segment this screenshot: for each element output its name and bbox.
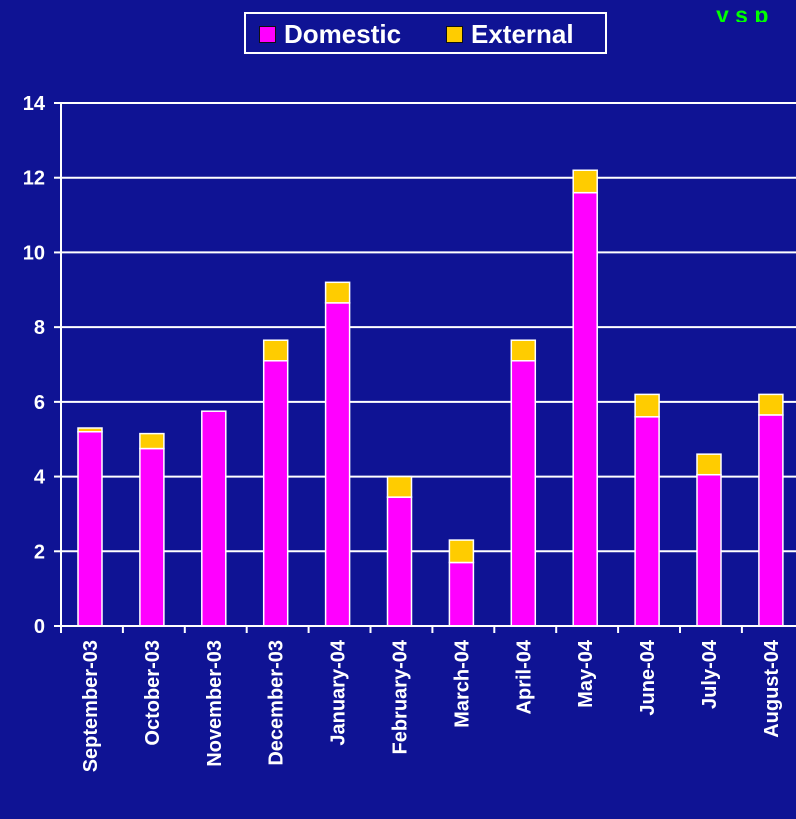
x-tick-label-september-03: September-03 (80, 640, 102, 772)
legend-item-domestic: Domestic (259, 21, 401, 47)
y-tick-label-6: 6 (34, 392, 45, 414)
plot-background (61, 103, 796, 626)
x-tick-label-january-04: January-04 (328, 639, 350, 745)
x-tick-label-december-03: December-03 (266, 640, 288, 766)
x-tick-label-october-03: October-03 (142, 640, 164, 746)
y-tick-label-2: 2 (34, 541, 45, 563)
x-tick-label-august-04: August-04 (761, 639, 783, 738)
bar-external-may-04 (572, 169, 598, 194)
x-tick-label-march-04: March-04 (451, 639, 473, 728)
external-legend-swatch (446, 25, 463, 43)
bar-external-june-04 (634, 393, 660, 418)
bar-domestic-february-04 (386, 496, 413, 627)
x-tick-label-may-04: May-04 (575, 639, 597, 708)
grid-lines (61, 102, 796, 553)
x-tick-label-june-04: June-04 (637, 639, 659, 715)
y-tick-label-8: 8 (34, 317, 45, 339)
y-tick-label-10: 10 (23, 242, 45, 264)
domestic-legend-label: Domestic (284, 19, 402, 49)
x-tick-labels: September-03 October-03 November-03 Decembe… (80, 639, 783, 772)
bar-domestic-march-04 (448, 561, 475, 627)
y-tick-label-12: 12 (23, 168, 45, 190)
bar-domestic-april-04 (510, 360, 537, 627)
axes (54, 102, 796, 633)
bar-external-december-03 (262, 339, 289, 362)
x-tick-label-february-04: February-04 (390, 639, 412, 754)
bar-domestic-may-04 (572, 191, 598, 627)
bar-domestic-december-03 (262, 360, 289, 627)
legend: Domestic External (244, 12, 607, 54)
external-legend-label: External (471, 19, 574, 49)
domestic-legend-swatch (259, 25, 276, 43)
bar-external-october-03 (139, 432, 165, 450)
bar-domestic-september-03 (77, 430, 103, 627)
bar-domestic-october-03 (139, 447, 165, 627)
y-tick-label-0: 0 (34, 616, 45, 638)
y-tick-label-4: 4 (34, 467, 46, 489)
bar-external-september-03 (77, 427, 103, 433)
top-right-cut-text: y s p (716, 4, 769, 22)
bar-domestic-july-04 (696, 473, 722, 627)
bar-external-july-04 (696, 453, 722, 476)
bar-external-february-04 (386, 475, 413, 498)
x-tick-label-april-04: April-04 (513, 639, 535, 714)
bar-domestic-january-04 (324, 302, 351, 627)
y-tick-labels: 0 2 4 6 8 10 12 14 (23, 93, 46, 638)
legend-item-external: External (446, 21, 574, 47)
bar-domestic-november-03 (201, 410, 227, 627)
bar-external-march-04 (448, 539, 475, 564)
bar-domestic-august-04 (758, 414, 784, 627)
bar-external-august-04 (758, 393, 784, 416)
x-tick-label-july-04: July-04 (699, 639, 721, 709)
bar-external-january-04 (324, 281, 351, 304)
y-tick-label-14: 14 (23, 93, 46, 115)
bar-external-april-04 (510, 339, 537, 362)
x-tick-label-november-03: November-03 (204, 640, 226, 767)
bar-domestic-june-04 (634, 416, 660, 627)
